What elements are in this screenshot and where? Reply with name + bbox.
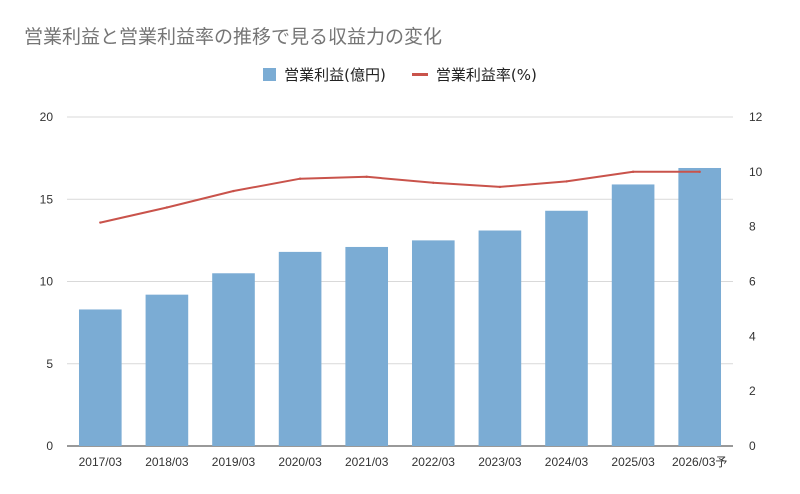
- line-point: [698, 170, 701, 174]
- x-tick-label: 2019/03: [212, 455, 256, 469]
- bar: [611, 184, 655, 446]
- bar: [78, 309, 122, 446]
- line-point: [99, 221, 102, 224]
- y-right-tick-label: 2: [749, 384, 756, 398]
- y-right-tick-label: 6: [749, 275, 756, 289]
- line-point: [298, 177, 302, 180]
- y-left-tick-label: 10: [40, 275, 54, 289]
- line-point: [165, 206, 169, 209]
- y-right-tick-label: 0: [749, 439, 756, 453]
- y-right-tick-label: 10: [749, 165, 763, 179]
- x-tick-label: 2022/03: [412, 455, 456, 469]
- line-point: [232, 189, 235, 193]
- legend-item-bar: 営業利益(億円): [263, 64, 386, 85]
- bar: [278, 251, 322, 446]
- x-tick-label: 2017/03: [79, 455, 123, 469]
- chart-title: 営業利益と営業利益率の推移で見る収益力の変化: [24, 26, 443, 48]
- line-point: [498, 185, 502, 189]
- y-left-tick-label: 0: [46, 439, 53, 453]
- x-tick-label: 2023/03: [478, 455, 522, 469]
- bar: [478, 230, 522, 446]
- y-right-tick-label: 4: [749, 329, 756, 343]
- x-tick-label: 2020/03: [278, 455, 322, 469]
- bar: [345, 246, 389, 446]
- bar: [212, 273, 255, 446]
- line-series: [100, 170, 700, 224]
- y-left-tick-label: 20: [40, 110, 54, 124]
- line-point: [432, 181, 435, 184]
- legend: 営業利益(億円) 営業利益率(%): [0, 64, 800, 85]
- x-tick-label: 2018/03: [145, 455, 189, 469]
- x-tick-label: 2026/03予: [672, 455, 727, 469]
- line-point: [631, 170, 635, 174]
- line-point: [365, 175, 368, 178]
- bar: [145, 294, 189, 446]
- y-left-tick-label: 15: [40, 192, 54, 206]
- x-tick-label: 2021/03: [345, 455, 389, 469]
- y-right-tick-label: 8: [749, 220, 756, 234]
- x-tick-label: 2025/03: [611, 455, 655, 469]
- line-point: [565, 180, 568, 183]
- legend-swatch-bar: [263, 68, 277, 81]
- legend-swatch-line: [411, 73, 428, 76]
- bar: [678, 167, 722, 446]
- bar: [545, 210, 588, 446]
- y-left-tick-label: 5: [46, 357, 53, 371]
- legend-label-line: 営業利益率(%): [435, 66, 537, 84]
- x-tick-label: 2024/03: [545, 455, 589, 469]
- legend-label-bar: 営業利益(億円): [284, 66, 386, 84]
- y-right-tick-label: 12: [749, 110, 763, 124]
- bar: [411, 240, 455, 446]
- legend-item-line: 営業利益率(%): [411, 64, 537, 85]
